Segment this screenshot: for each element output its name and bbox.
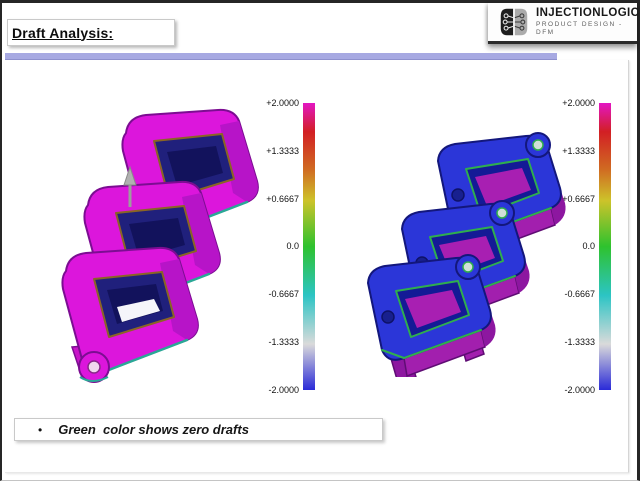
left-draft-model [61,108,260,383]
legend-tick: -2.0000 [268,385,299,395]
legend-tick: +2.0000 [562,98,595,108]
legend-tick: 0.0 [582,241,595,251]
logo-text-block: INJECTIONLOGIC PRODUCT DESIGN - DFM [536,7,639,37]
legend-tick: 0.0 [286,241,299,251]
legend-tick: -0.6667 [564,289,595,299]
circuit-mold-logo-icon [500,8,528,36]
right-draft-model [367,132,567,377]
legend-tick: +1.3333 [266,146,299,156]
header-accent-bar [5,53,557,60]
page-title: Draft Analysis: [12,24,114,41]
right-model-bottom-part [367,254,497,377]
legend-tick: -1.3333 [564,337,595,347]
draft-color-legend-left: +2.0000 +1.3333 +0.6667 0.0 -0.6667 -1.3… [257,98,317,398]
legend-tick: +0.6667 [562,194,595,204]
legend-tick: -2.0000 [564,385,595,395]
legend-tick: +1.3333 [562,146,595,156]
draft-color-legend-right: +2.0000 +1.3333 +0.6667 0.0 -0.6667 -1.3… [553,98,613,398]
company-logo: INJECTIONLOGIC PRODUCT DESIGN - DFM [488,3,639,44]
legend-tick: -0.6667 [268,289,299,299]
legend-tick: +0.6667 [266,194,299,204]
bullet-marker: • [38,422,43,437]
logo-tagline: PRODUCT DESIGN - DFM [536,21,623,36]
slide-title-box: Draft Analysis: [7,19,175,46]
logo-brand-name: INJECTIONLOGIC [536,7,640,19]
color-scale-bar [303,103,315,390]
note-text: Green color shows zero drafts [58,422,249,437]
note-box: • Green color shows zero drafts [14,418,383,441]
left-model-bottom-part [61,246,200,383]
color-scale-bar [599,103,611,390]
legend-tick: -1.3333 [268,337,299,347]
legend-tick: +2.0000 [266,98,299,108]
pull-direction-arrow-icon [123,165,137,207]
